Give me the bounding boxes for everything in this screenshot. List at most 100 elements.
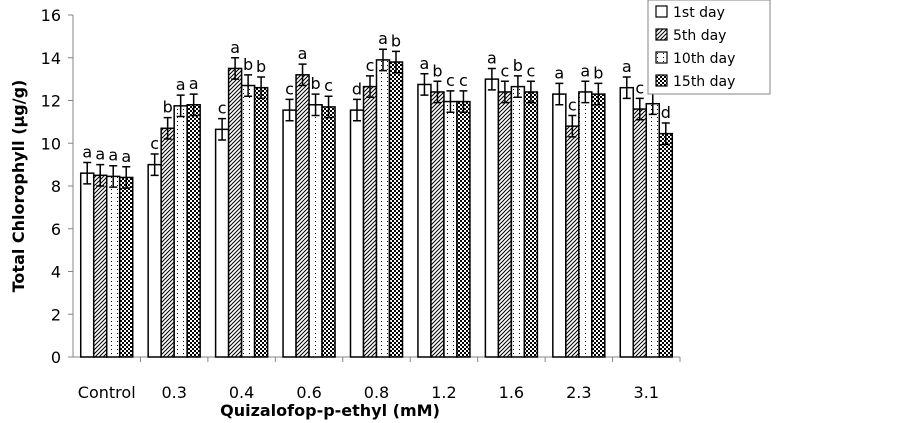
bar xyxy=(173,105,188,358)
significance-letter: b xyxy=(256,57,266,76)
y-tick-label: 14 xyxy=(41,49,61,68)
y-tick-label: 6 xyxy=(51,220,61,239)
bar xyxy=(632,108,648,358)
significance-letter: a xyxy=(420,54,430,73)
bar xyxy=(443,100,458,358)
significance-letter: b xyxy=(593,63,603,82)
significance-letter: a xyxy=(554,63,564,82)
significance-letter: d xyxy=(352,79,362,98)
y-tick-label: 16 xyxy=(41,6,61,25)
significance-letter: a xyxy=(121,147,131,166)
error-bar xyxy=(635,97,644,121)
y-tick-label: 10 xyxy=(41,134,61,153)
error-bar xyxy=(594,82,603,106)
error-bar xyxy=(298,63,307,87)
significance-letter: c xyxy=(526,61,535,80)
significance-letter: c xyxy=(635,78,644,97)
x-tick-label: 0.6 xyxy=(296,383,321,402)
bar xyxy=(160,127,175,358)
bar xyxy=(321,106,336,358)
significance-letter: a xyxy=(82,142,92,161)
bar xyxy=(619,86,635,358)
bar xyxy=(118,176,134,358)
bar xyxy=(282,109,297,358)
error-bar xyxy=(176,94,185,118)
x-tick-label: 0.8 xyxy=(364,383,389,402)
y-tick-label: 12 xyxy=(41,92,61,111)
significance-letter: a xyxy=(298,44,308,63)
error-bar xyxy=(244,74,253,97)
error-bar xyxy=(324,95,333,119)
bar xyxy=(295,74,310,358)
x-axis-label: Quizalofop-p-ethyl (mM) xyxy=(220,401,440,420)
legend-box xyxy=(647,0,771,95)
error-bar xyxy=(661,122,670,146)
significance-letter: b xyxy=(513,56,523,75)
error-bar xyxy=(420,73,429,96)
error-bar xyxy=(96,163,105,187)
error-bar xyxy=(311,93,320,117)
significance-letter: c xyxy=(324,76,333,95)
legend-swatch xyxy=(655,51,668,64)
x-tick-label: 1.2 xyxy=(431,383,456,402)
significance-letter: c xyxy=(366,56,375,75)
error-bar xyxy=(526,80,535,104)
x-tick-label: 0.4 xyxy=(229,383,254,402)
bar xyxy=(147,163,162,358)
legend-label: 1st day xyxy=(673,5,725,21)
significance-letter: d xyxy=(661,103,671,122)
y-tick-label: 4 xyxy=(51,263,61,282)
significance-letter: c xyxy=(446,71,455,90)
significance-letter: a xyxy=(108,146,118,165)
error-bar xyxy=(555,82,564,106)
bar xyxy=(388,61,404,358)
error-bar xyxy=(218,117,227,141)
significance-letter: c xyxy=(500,61,509,80)
significance-letter: b xyxy=(432,61,442,80)
error-bar xyxy=(231,57,240,80)
significance-letter: a xyxy=(189,74,199,93)
significance-letter: a xyxy=(580,61,590,80)
bar xyxy=(645,102,661,358)
significance-letter: c xyxy=(568,95,577,114)
legend-label: 5th day xyxy=(673,28,726,44)
bar xyxy=(362,85,378,358)
legend: 1st day 5th day 10th day 15th day xyxy=(647,0,771,95)
legend-swatch xyxy=(655,74,668,87)
significance-letter: c xyxy=(459,71,468,90)
error-bar xyxy=(285,98,294,122)
bar xyxy=(578,91,593,358)
significance-letter: a xyxy=(95,145,105,164)
error-bar xyxy=(163,116,172,140)
error-bar xyxy=(433,80,442,104)
bar xyxy=(186,104,201,358)
x-tick-label: 1.6 xyxy=(499,383,524,402)
significance-letter: a xyxy=(230,38,240,57)
bar xyxy=(565,125,580,358)
x-tick-label: 3.1 xyxy=(634,383,659,402)
error-bar xyxy=(568,114,577,138)
x-tick-label: 0.3 xyxy=(161,383,186,402)
significance-letter: b xyxy=(243,55,253,74)
bar xyxy=(308,104,323,358)
bar xyxy=(375,59,391,358)
significance-letter: b xyxy=(391,31,401,50)
bar xyxy=(430,91,445,358)
y-axis-label: Total Chlorophyll (µg/g) xyxy=(9,80,28,293)
error-bar xyxy=(459,90,468,114)
bar xyxy=(484,78,500,358)
bar xyxy=(552,93,567,358)
bar xyxy=(227,67,243,358)
error-bar xyxy=(150,153,159,177)
significance-letter: a xyxy=(487,48,497,67)
legend-swatch xyxy=(655,28,668,41)
error-bar xyxy=(513,75,522,99)
bar xyxy=(591,93,606,358)
legend-label: 15th day xyxy=(673,74,735,90)
error-bar xyxy=(189,93,198,117)
error-bar xyxy=(487,67,496,91)
bar xyxy=(240,84,256,358)
error-bar xyxy=(257,76,266,100)
error-bar xyxy=(446,90,455,114)
y-tick-label: 2 xyxy=(51,305,61,324)
